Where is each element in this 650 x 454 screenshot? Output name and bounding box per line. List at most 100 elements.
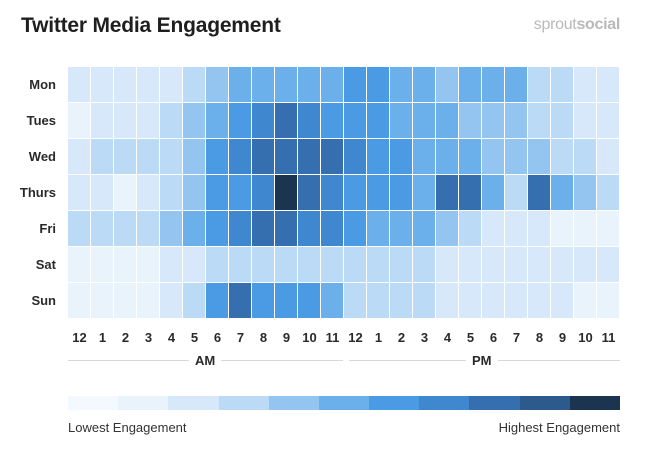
heatmap-cell-wed-14: [390, 139, 412, 174]
heatmap-cell-tues-16: [436, 103, 458, 138]
heatmap-cell-mon-20: [528, 67, 550, 102]
heatmap-cell-tues-12: [344, 103, 366, 138]
heatmap-cell-sun-20: [528, 283, 550, 318]
heatmap-cell-thurs-13: [367, 175, 389, 210]
heatmap-cell-wed-20: [528, 139, 550, 174]
day-label: Tues: [26, 113, 56, 128]
heatmap-cell-fri-12: [344, 211, 366, 246]
heatmap-cell-thurs-1: [91, 175, 113, 210]
heatmap-cell-tues-18: [482, 103, 504, 138]
heatmap-cell-tues-9: [275, 103, 297, 138]
chart-title: Twitter Media Engagement: [21, 14, 281, 37]
heatmap-cell-thurs-8: [252, 175, 274, 210]
heatmap-cell-sun-4: [160, 283, 182, 318]
heatmap-cell-sun-9: [275, 283, 297, 318]
hour-label: 5: [466, 330, 475, 345]
hour-label: 4: [443, 330, 452, 345]
heatmap-cell-wed-17: [459, 139, 481, 174]
hour-label: 9: [282, 330, 291, 345]
heatmap-cell-thurs-12: [344, 175, 366, 210]
heatmap-cell-thurs-0: [68, 175, 90, 210]
heatmap-cell-sun-2: [114, 283, 136, 318]
heatmap-cell-sun-14: [390, 283, 412, 318]
heatmap-cell-tues-23: [597, 103, 619, 138]
heatmap-cell-thurs-5: [183, 175, 205, 210]
heatmap-cell-mon-7: [229, 67, 251, 102]
heatmap-cell-fri-8: [252, 211, 274, 246]
heatmap-cell-wed-2: [114, 139, 136, 174]
heatmap-cell-mon-2: [114, 67, 136, 102]
heatmap-cell-sun-5: [183, 283, 205, 318]
heatmap-cell-tues-4: [160, 103, 182, 138]
heatmap-cell-thurs-3: [137, 175, 159, 210]
heatmap-cell-sat-4: [160, 247, 182, 282]
heatmap-cell-fri-11: [321, 211, 343, 246]
hour-label: 10: [578, 330, 593, 345]
heatmap-cell-sat-3: [137, 247, 159, 282]
hour-label: 12: [72, 330, 87, 345]
legend-step: [569, 396, 621, 410]
heatmap-cell-wed-10: [298, 139, 320, 174]
heatmap-cell-wed-15: [413, 139, 435, 174]
heatmap-cell-thurs-18: [482, 175, 504, 210]
heatmap-cell-tues-15: [413, 103, 435, 138]
heatmap-cell-sat-14: [390, 247, 412, 282]
heatmap-cell-thurs-6: [206, 175, 228, 210]
heatmap-cell-thurs-14: [390, 175, 412, 210]
hour-label: 11: [325, 330, 340, 345]
hour-label: 9: [558, 330, 567, 345]
hour-label: 4: [167, 330, 176, 345]
heatmap-cell-sun-8: [252, 283, 274, 318]
day-label: Sun: [31, 293, 56, 308]
heatmap-cell-fri-7: [229, 211, 251, 246]
heatmap-cell-tues-1: [91, 103, 113, 138]
day-label: Wed: [28, 149, 56, 164]
heatmap-cell-mon-6: [206, 67, 228, 102]
heatmap-cell-tues-7: [229, 103, 251, 138]
heatmap-cell-wed-0: [68, 139, 90, 174]
heatmap-cell-thurs-22: [574, 175, 596, 210]
legend-step: [519, 396, 571, 410]
day-label: Mon: [29, 77, 56, 92]
heatmap-cell-tues-5: [183, 103, 205, 138]
heatmap-cell-tues-14: [390, 103, 412, 138]
hour-label: 2: [397, 330, 406, 345]
heatmap-cell-wed-5: [183, 139, 205, 174]
heatmap-cell-wed-6: [206, 139, 228, 174]
heatmap-cell-wed-21: [551, 139, 573, 174]
hour-label: 3: [144, 330, 153, 345]
heatmap-cell-wed-16: [436, 139, 458, 174]
heatmap-cell-mon-15: [413, 67, 435, 102]
heatmap-cell-mon-0: [68, 67, 90, 102]
heatmap-cell-sat-16: [436, 247, 458, 282]
heatmap-cell-fri-6: [206, 211, 228, 246]
heatmap-cell-tues-10: [298, 103, 320, 138]
heatmap-cell-mon-21: [551, 67, 573, 102]
hour-label: 1: [98, 330, 107, 345]
legend-step: [268, 396, 320, 410]
heatmap-cell-sun-7: [229, 283, 251, 318]
legend-step: [168, 396, 220, 410]
brand-logo: sproutsocial: [512, 16, 621, 34]
heatmap-cell-fri-2: [114, 211, 136, 246]
heatmap-cell-tues-8: [252, 103, 274, 138]
heatmap-cell-tues-17: [459, 103, 481, 138]
heatmap-cell-sat-6: [206, 247, 228, 282]
heatmap-cell-sat-22: [574, 247, 596, 282]
heatmap-cell-thurs-19: [505, 175, 527, 210]
heatmap-cell-sat-12: [344, 247, 366, 282]
legend-step: [68, 396, 119, 410]
heatmap-cell-mon-23: [597, 67, 619, 102]
heatmap-cell-wed-7: [229, 139, 251, 174]
heatmap-cell-mon-1: [91, 67, 113, 102]
legend-high-label: Highest Engagement: [498, 420, 620, 435]
heatmap-cell-wed-3: [137, 139, 159, 174]
heatmap-cell-sat-1: [91, 247, 113, 282]
heatmap-cell-thurs-21: [551, 175, 573, 210]
heatmap-cell-mon-11: [321, 67, 343, 102]
heatmap-cell-thurs-17: [459, 175, 481, 210]
heatmap-cell-mon-9: [275, 67, 297, 102]
heatmap-cell-wed-9: [275, 139, 297, 174]
heatmap-cell-sat-17: [459, 247, 481, 282]
heatmap-cell-sat-7: [229, 247, 251, 282]
